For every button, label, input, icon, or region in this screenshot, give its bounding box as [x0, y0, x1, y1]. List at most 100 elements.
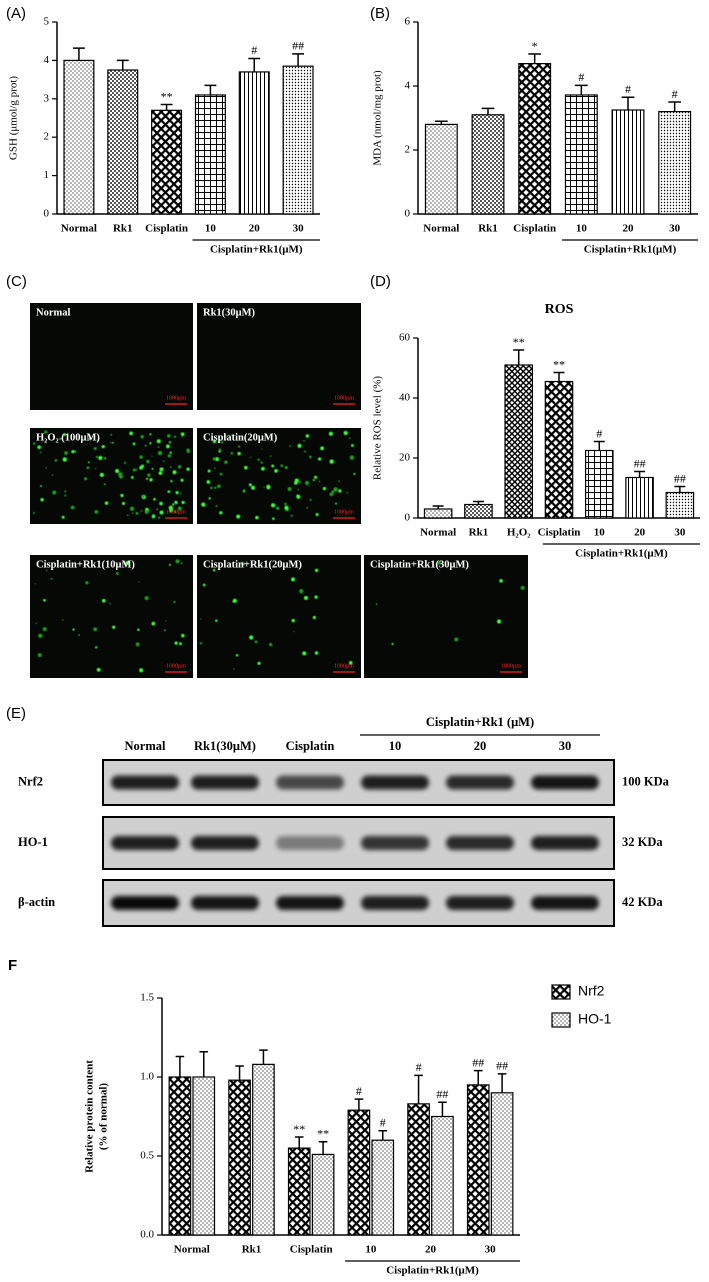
- fluorescent-cell: [52, 490, 57, 495]
- x-tick-label: Cisplatin: [513, 223, 556, 235]
- error-bar: [574, 84, 588, 95]
- annotation: ##: [496, 1059, 508, 1073]
- bar: [228, 1079, 251, 1236]
- fluorescent-cell: [165, 620, 167, 622]
- fluorescent-cell: [156, 508, 158, 511]
- lane-label: Rk1(30μM): [194, 739, 256, 753]
- fluorescent-cell: [289, 445, 292, 448]
- fluorescent-cell: [297, 480, 301, 484]
- fluorescent-cell: [269, 455, 272, 458]
- bar: [252, 1063, 275, 1236]
- fluorescent-cell: [168, 505, 174, 510]
- fluorescent-cell: [280, 464, 284, 468]
- y-tick-label: 4: [405, 80, 411, 92]
- fluorescent-cell: [315, 513, 319, 517]
- annotation: **: [293, 1122, 305, 1136]
- error-bar: [553, 371, 565, 382]
- blot-band: [276, 836, 344, 850]
- fluorescent-cell: [97, 459, 99, 461]
- annotation: **: [553, 357, 565, 371]
- x-tick-label: H₂O₂: [507, 527, 531, 539]
- fluorescent-cell: [169, 451, 172, 454]
- error-bar: [472, 500, 484, 505]
- x-tick-label: 20: [249, 223, 261, 235]
- fluorescent-cell: [37, 445, 41, 450]
- fluorescent-cell: [64, 494, 67, 497]
- error-bar: [199, 1050, 209, 1077]
- fluorescent-cell: [44, 430, 48, 434]
- fluorescent-cell: [348, 437, 351, 440]
- fluorescent-cell: [177, 506, 182, 511]
- size-label: 32 KDa: [622, 835, 663, 849]
- scale-bar-label: 1000μm: [334, 663, 354, 669]
- x-tick-label: 10: [365, 1244, 377, 1256]
- annotation: #: [380, 1115, 386, 1129]
- fluorescent-cell: [314, 568, 319, 573]
- blot-band: [531, 836, 599, 850]
- fluorescent-cell: [132, 442, 136, 446]
- fluorescent-cell: [270, 503, 276, 508]
- bar: [151, 109, 183, 215]
- fluorescent-cell: [173, 600, 176, 604]
- fluorescent-cell: [217, 484, 221, 489]
- x-tick-label: 20: [623, 223, 635, 235]
- fluorescent-cell: [87, 461, 90, 464]
- error-bar: [528, 53, 542, 64]
- fluorescent-cell: [304, 480, 310, 486]
- fluorescent-cell: [96, 667, 101, 672]
- fluorescent-cell: [349, 455, 355, 460]
- annotation: #: [251, 43, 257, 57]
- fluorescent-cell: [291, 618, 295, 623]
- fluorescent-cell: [95, 455, 99, 459]
- image-label: Cisplatin(20μM): [203, 432, 278, 443]
- blot-band: [531, 896, 599, 910]
- fluorescent-cell: [179, 492, 182, 495]
- blot-band: [191, 836, 259, 850]
- error-bar: [72, 47, 85, 61]
- fluorescent-cell: [329, 459, 334, 464]
- fluorescent-cell: [391, 642, 394, 646]
- fluorescent-cell: [241, 561, 246, 566]
- blot-band: [111, 896, 179, 910]
- fluorescent-cell: [333, 487, 338, 492]
- fluorescent-cell: [314, 595, 318, 599]
- error-bar: [438, 1101, 447, 1117]
- fluorescent-cell: [231, 434, 234, 436]
- blot-band: [446, 775, 514, 790]
- error-bar: [160, 103, 173, 111]
- fluorescent-cell: [78, 634, 80, 636]
- fluorescent-cell: [135, 469, 137, 471]
- fluorescent-cell: [284, 502, 287, 506]
- fluorescent-cell: [151, 514, 156, 519]
- y-tick-label: 5: [44, 16, 50, 28]
- fluorescent-cell: [175, 490, 179, 495]
- fluorescent-cell: [269, 642, 273, 647]
- fluorescent-cell: [46, 569, 48, 572]
- fluorescent-cell: [520, 585, 525, 590]
- fluorescent-cell: [63, 433, 67, 436]
- fluorescent-cell: [52, 435, 55, 438]
- fluorescent-cell: [351, 444, 354, 447]
- fluorescent-cell: [39, 451, 42, 454]
- x-tick-label: 10: [205, 223, 217, 235]
- fluorescent-cell: [306, 507, 309, 509]
- fluorescent-cell: [305, 434, 310, 438]
- fluorescent-cell: [130, 476, 134, 479]
- annotation: **: [161, 89, 173, 103]
- bar: [282, 65, 314, 215]
- fluorescent-cell: [158, 516, 161, 519]
- image-label: Cisplatin+Rk1(10μM): [36, 559, 135, 570]
- bar: [168, 1076, 192, 1236]
- blot-band: [276, 775, 344, 790]
- fluorescent-cell: [159, 510, 164, 515]
- group-label: Cisplatin+Rk1(μM): [575, 548, 668, 560]
- annotation: *: [532, 39, 538, 53]
- fluorescent-cell: [40, 497, 44, 502]
- bar: [371, 1139, 395, 1236]
- fluorescent-cell: [186, 448, 190, 452]
- fluorescent-cell: [180, 562, 183, 565]
- fluorescent-cell: [302, 651, 307, 656]
- lane-label: 30: [559, 739, 572, 753]
- image-label: Cisplatin+Rk1(20μM): [203, 559, 302, 570]
- fluorescent-cell: [147, 473, 151, 477]
